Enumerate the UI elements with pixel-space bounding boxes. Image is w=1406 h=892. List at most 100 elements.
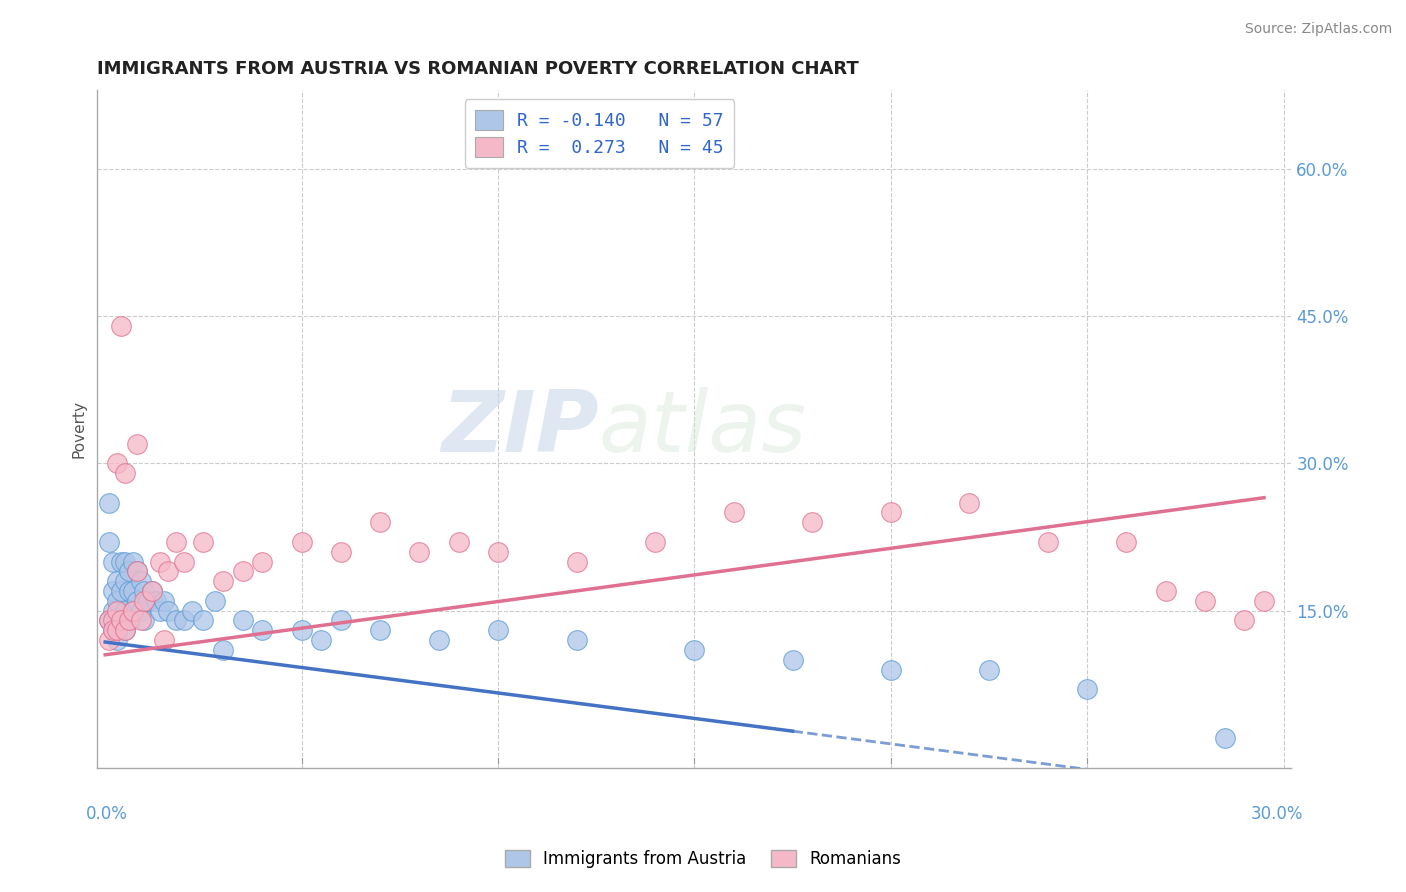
Point (193, 535, 215, 549)
Point (110, 584, 132, 599)
Point (121, 604, 143, 618)
Point (125, 594, 148, 608)
Point (98, 614, 121, 628)
Point (141, 584, 163, 599)
Point (129, 574, 152, 589)
Point (565, 555, 588, 569)
Point (180, 604, 202, 618)
Point (105, 604, 128, 618)
Point (105, 456, 128, 470)
Point (880, 663, 903, 677)
Text: Source: ZipAtlas.com: Source: ZipAtlas.com (1244, 22, 1392, 37)
Point (114, 624, 136, 638)
Text: ZIP: ZIP (441, 387, 599, 470)
Point (118, 565, 141, 579)
Point (486, 624, 509, 638)
Point (232, 614, 254, 628)
Point (368, 515, 391, 529)
Point (329, 614, 352, 628)
Point (957, 495, 980, 509)
Point (98, 633, 121, 648)
Point (114, 604, 136, 618)
Point (114, 466, 136, 480)
Point (165, 535, 187, 549)
Point (427, 633, 450, 648)
Point (101, 624, 124, 638)
Point (98, 495, 121, 509)
Point (291, 535, 314, 549)
Point (204, 594, 226, 608)
Point (173, 555, 195, 569)
Point (252, 624, 274, 638)
Point (1076, 682, 1098, 697)
Point (145, 594, 167, 608)
Point (165, 614, 187, 628)
Point (173, 614, 195, 628)
Point (447, 535, 470, 549)
Point (977, 663, 1000, 677)
Point (98, 614, 121, 628)
Point (644, 535, 666, 549)
Legend: R = -0.140   N = 57, R =  0.273   N = 45: R = -0.140 N = 57, R = 0.273 N = 45 (464, 99, 734, 168)
Point (105, 614, 128, 628)
Point (110, 555, 132, 569)
Text: IMMIGRANTS FROM AUSTRIA VS ROMANIAN POVERTY CORRELATION CHART: IMMIGRANTS FROM AUSTRIA VS ROMANIAN POVE… (97, 60, 859, 78)
Point (683, 643, 706, 657)
Point (114, 574, 136, 589)
Point (212, 574, 235, 589)
Point (309, 633, 332, 648)
Point (141, 584, 163, 599)
Point (105, 633, 128, 648)
Point (1213, 731, 1236, 746)
Point (782, 653, 804, 667)
Point (232, 565, 254, 579)
Point (125, 565, 148, 579)
Point (105, 574, 128, 589)
Text: 0.0%: 0.0% (86, 805, 128, 823)
Point (565, 633, 588, 648)
Point (101, 555, 124, 569)
Point (1036, 535, 1059, 549)
Point (121, 604, 143, 618)
Point (153, 633, 176, 648)
Point (149, 555, 172, 569)
Point (157, 604, 180, 618)
Point (129, 614, 152, 628)
Point (134, 614, 156, 628)
Point (110, 614, 132, 628)
Point (252, 555, 274, 569)
Point (329, 545, 352, 559)
Point (157, 565, 180, 579)
Point (134, 594, 156, 608)
Point (801, 515, 824, 529)
Point (101, 604, 124, 618)
Point (125, 565, 148, 579)
Point (368, 624, 391, 638)
Text: atlas: atlas (599, 387, 807, 470)
Point (98, 535, 121, 549)
Point (105, 594, 128, 608)
Point (114, 555, 136, 569)
Point (291, 624, 314, 638)
Point (138, 594, 160, 608)
Point (134, 584, 156, 599)
Point (105, 624, 128, 638)
Point (1154, 584, 1177, 599)
Point (118, 614, 141, 628)
Point (193, 614, 215, 628)
Point (408, 545, 430, 559)
Legend: Immigrants from Austria, Romanians: Immigrants from Austria, Romanians (498, 843, 908, 875)
Point (101, 614, 124, 628)
Point (118, 614, 141, 628)
Point (101, 624, 124, 638)
Point (1115, 535, 1137, 549)
Y-axis label: Poverty: Poverty (72, 400, 86, 458)
Point (114, 624, 136, 638)
Point (110, 318, 132, 333)
Point (1233, 614, 1256, 628)
Point (149, 604, 172, 618)
Point (880, 505, 903, 519)
Point (212, 643, 235, 657)
Point (1194, 594, 1216, 608)
Text: 30.0%: 30.0% (1251, 805, 1303, 823)
